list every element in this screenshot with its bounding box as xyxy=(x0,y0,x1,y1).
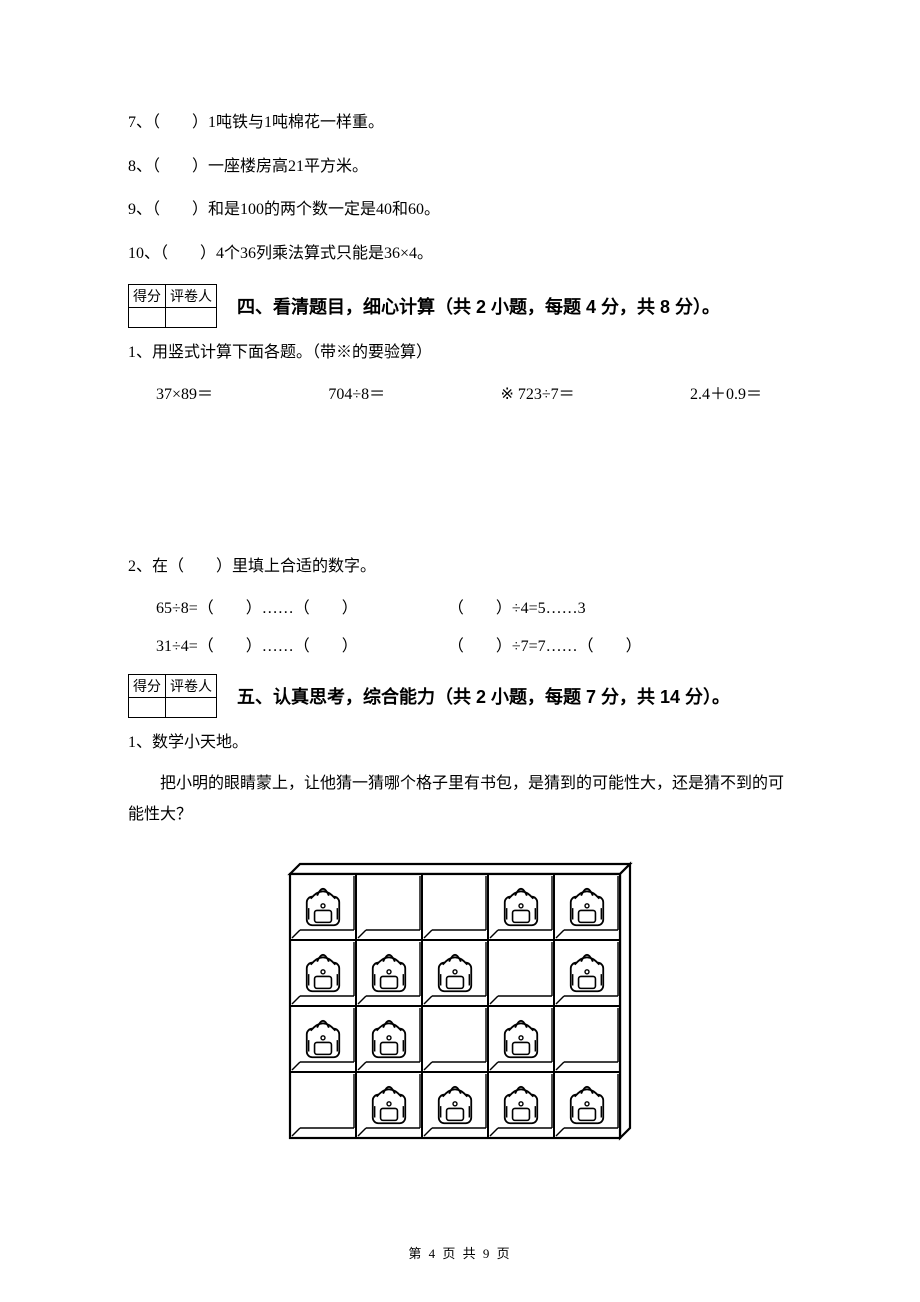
calc-2: 704÷8＝ xyxy=(328,380,385,404)
section-4-title: 四、看清题目，细心计算（共 2 小题，每题 4 分，共 8 分）。 xyxy=(237,297,720,317)
fill-row-1: 65÷8=（ ）……（ ） （ ）÷4=5……3 xyxy=(128,594,792,618)
score-blank xyxy=(129,697,166,717)
reviewer-label: 评卷人 xyxy=(166,285,217,308)
section-4-item-1: 1、用竖式计算下面各题。（带※的要验算） xyxy=(128,340,792,366)
page-footer: 第 4 页 共 9 页 xyxy=(0,1243,920,1262)
score-box-4: 得分 评卷人 xyxy=(128,284,217,328)
calc-1: 37×89＝ xyxy=(156,380,213,404)
section-4-header-row: 得分 评卷人 四、看清题目，细心计算（共 2 小题，每题 4 分，共 8 分）。 xyxy=(128,284,792,328)
question-7: 7、（ ）1吨铁与1吨棉花一样重。 xyxy=(128,110,792,136)
fill-1: 65÷8=（ ）……（ ） xyxy=(156,600,358,617)
question-8: 8、（ ）一座楼房高21平方米。 xyxy=(128,154,792,180)
fill-2: （ ）÷4=5……3 xyxy=(448,600,586,617)
fill-3: 31÷4=（ ）……（ ） xyxy=(156,638,358,655)
score-label: 得分 xyxy=(129,285,166,308)
score-label: 得分 xyxy=(129,674,166,697)
reviewer-blank xyxy=(166,697,217,717)
calc-3: ※ 723÷7＝ xyxy=(500,380,574,404)
question-9: 9、（ ）和是100的两个数一定是40和60。 xyxy=(128,197,792,223)
fill-4: （ ）÷7=7……（ ） xyxy=(448,638,642,655)
section-5-header-row: 得分 评卷人 五、认真思考，综合能力（共 2 小题，每题 7 分，共 14 分）… xyxy=(128,674,792,718)
section-5-title: 五、认真思考，综合能力（共 2 小题，每题 7 分，共 14 分）。 xyxy=(237,687,730,707)
fill-row-2: 31÷4=（ ）……（ ） （ ）÷7=7……（ ） xyxy=(128,632,792,656)
grid-figure xyxy=(276,850,644,1152)
reviewer-blank xyxy=(166,308,217,328)
score-box-5: 得分 评卷人 xyxy=(128,674,217,718)
section-4-item-2: 2、在（ ）里填上合适的数字。 xyxy=(128,554,792,580)
section-5-item-1: 1、数学小天地。 xyxy=(128,730,792,756)
question-10: 10、（ ）4个36列乘法算式只能是36×4。 xyxy=(128,241,792,267)
calc-4: 2.4＋0.9＝ xyxy=(690,380,762,404)
calc-row: 37×89＝ 704÷8＝ ※ 723÷7＝ 2.4＋0.9＝ xyxy=(128,380,792,404)
reviewer-label: 评卷人 xyxy=(166,674,217,697)
section-5-body: 把小明的眼睛蒙上，让他猜一猜哪个格子里有书包，是猜到的可能性大，还是猜不到的可能… xyxy=(128,769,792,830)
score-blank xyxy=(129,308,166,328)
